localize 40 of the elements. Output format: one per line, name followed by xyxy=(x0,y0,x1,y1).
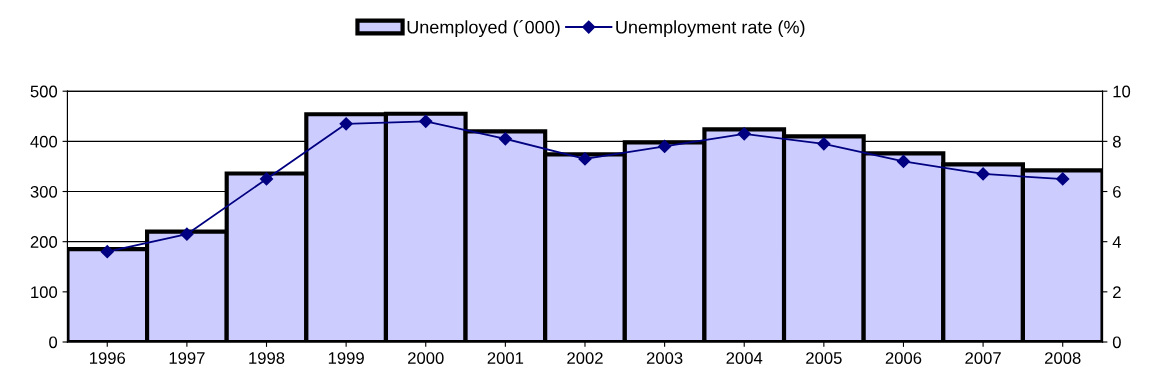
y-tick-label: 500 xyxy=(30,85,58,98)
point xyxy=(419,114,433,128)
y2-tick-label: 2 xyxy=(1113,286,1121,298)
y2-tick-label: 8 xyxy=(1112,135,1121,148)
point xyxy=(259,172,274,186)
x-tick-label: 2006 xyxy=(885,352,922,364)
y2-tick-label: 0 xyxy=(1112,336,1121,349)
y-tick-label: 300 xyxy=(30,185,58,198)
y2-tick-label: 10 xyxy=(1113,85,1131,98)
point xyxy=(100,245,114,259)
point xyxy=(339,117,353,131)
point xyxy=(578,152,592,166)
x-tick-label: 2001 xyxy=(487,352,524,364)
point xyxy=(498,132,512,146)
point xyxy=(180,227,194,241)
x-tick-label: 2008 xyxy=(1045,352,1081,364)
x-tick-label: 1996 xyxy=(90,352,126,364)
point xyxy=(976,167,990,181)
y-tick-label: 100 xyxy=(31,286,58,299)
x-tick-label: 2000 xyxy=(408,352,444,364)
y-tick-label: 200 xyxy=(30,236,58,248)
x-tick-label: 2005 xyxy=(806,352,842,364)
point xyxy=(658,139,672,153)
point xyxy=(896,154,911,169)
x-tick-label: 2007 xyxy=(965,352,1001,364)
x-tick-label: 2004 xyxy=(726,352,763,364)
legend-label: Unemployed (´000) xyxy=(407,20,560,38)
y2-tick-label: 4 xyxy=(1112,236,1122,248)
x-tick-label: 1998 xyxy=(249,352,285,364)
point xyxy=(817,137,831,151)
y-tick-label: 400 xyxy=(30,135,58,148)
y-tick-label: 0 xyxy=(49,336,58,349)
x-tick-label: 1997 xyxy=(169,352,205,364)
point xyxy=(737,127,751,141)
x-tick-label: 2003 xyxy=(646,352,683,364)
x-tick-label: 2002 xyxy=(567,352,603,364)
legend-label: Unemployment rate (%) xyxy=(616,20,805,38)
point xyxy=(1056,172,1070,186)
y2-tick-label: 6 xyxy=(1113,185,1121,198)
x-tick-label: 1999 xyxy=(328,352,364,364)
